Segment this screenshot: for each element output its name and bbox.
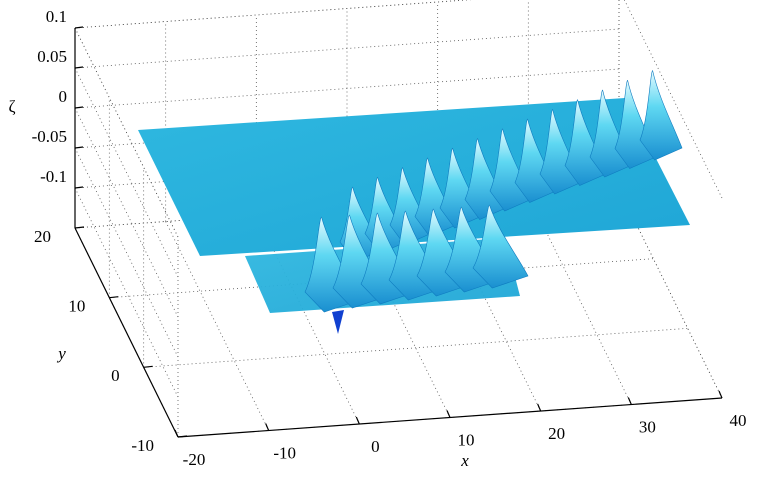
x-tick	[718, 390, 723, 399]
grid-line	[74, 28, 620, 69]
x-tick-label: 30	[639, 417, 656, 436]
x-tick-label: -20	[183, 450, 206, 469]
x-tick-label: 0	[371, 437, 380, 456]
z-tick-label: -0.05	[32, 127, 67, 146]
z-tick-label: 0.05	[37, 47, 67, 66]
y-tick	[74, 226, 85, 229]
y-tick-label: 20	[34, 227, 51, 246]
x-tick-label: 10	[458, 430, 475, 449]
grid-line	[74, 107, 179, 318]
y-axis-label: y	[56, 344, 66, 363]
surface-trough	[332, 310, 344, 334]
grid-line	[437, 201, 542, 412]
z-tick-label: -0.1	[40, 167, 67, 186]
z-tick	[74, 146, 84, 149]
z-tick-label: 0.1	[46, 7, 67, 26]
y-tick	[177, 435, 188, 438]
x-tick	[265, 423, 270, 431]
x-tick	[627, 397, 632, 405]
surface	[138, 70, 690, 334]
surface-crest	[472, 204, 529, 289]
x-tick-label: 20	[548, 424, 565, 443]
grid-line	[74, 147, 179, 358]
x-tick	[174, 429, 179, 438]
z-tick-label: 0	[59, 87, 68, 106]
x-tick	[446, 410, 451, 418]
surface-crest	[639, 70, 683, 161]
box-edge	[623, 0, 723, 199]
grid-line	[74, 27, 179, 238]
grid-line	[618, 188, 723, 399]
grid-line	[143, 327, 688, 368]
y-tick	[109, 296, 119, 299]
grid-line	[74, 68, 620, 109]
x-tick-label: 40	[730, 411, 747, 430]
grid-line	[527, 195, 632, 405]
grid-line	[255, 214, 360, 425]
z-tick	[74, 186, 84, 189]
x-tick	[355, 416, 360, 425]
grid-line	[74, 0, 472, 29]
grid-line	[74, 187, 179, 398]
z-tick	[74, 66, 84, 69]
y-tick-label: 0	[111, 366, 120, 385]
grid-line	[165, 221, 270, 431]
z-tick	[74, 26, 84, 29]
grid-line	[74, 67, 179, 278]
y-tick-label: -10	[131, 436, 154, 455]
z-tick	[74, 106, 84, 109]
y-tick	[143, 365, 153, 368]
x-tick-label: -10	[273, 443, 296, 462]
grid-line	[346, 208, 451, 418]
y-tick-label: 10	[68, 297, 85, 316]
x-tick	[537, 403, 542, 412]
x-axis-label: x	[460, 451, 469, 470]
y-axis	[74, 227, 179, 438]
z-axis-label: ζ	[8, 97, 15, 116]
